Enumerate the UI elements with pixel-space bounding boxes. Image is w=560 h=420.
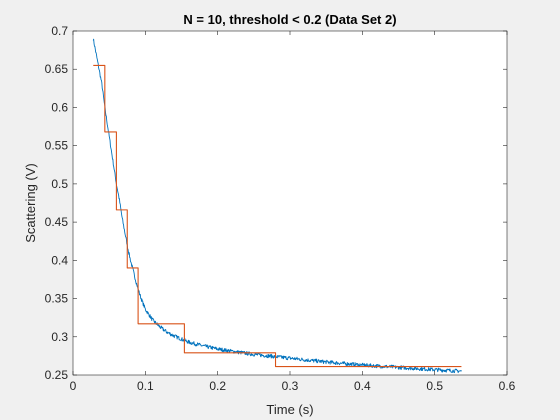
y-tick-label: 0.35 xyxy=(45,292,69,306)
y-tick-label: 0.4 xyxy=(51,253,68,267)
x-tick-label: 0.1 xyxy=(137,379,154,393)
x-tick-label: 0.6 xyxy=(499,379,516,393)
chart-title: N = 10, threshold < 0.2 (Data Set 2) xyxy=(183,12,396,27)
ticks-layer: 0 0.1 0.2 0.3 0.4 0.5 0.6 0.25 0.3 0.35 0.4 0.45 0.5… xyxy=(45,24,516,393)
x-tick-label: 0.2 xyxy=(209,379,226,393)
y-tick-label: 0.45 xyxy=(45,215,69,229)
x-tick-label: 0.5 xyxy=(426,379,443,393)
x-tick-label: 0.4 xyxy=(354,379,371,393)
y-tick-label: 0.55 xyxy=(45,139,69,153)
x-tick-label: 0.3 xyxy=(282,379,299,393)
y-axis-label: Scattering (V) xyxy=(23,163,38,242)
series-layer xyxy=(92,38,462,374)
x-axis-label: Time (s) xyxy=(266,402,313,417)
y-tick-label: 0.25 xyxy=(45,368,69,382)
plot-area xyxy=(73,31,507,375)
y-tick-label: 0.6 xyxy=(51,100,68,114)
y-tick-label: 0.5 xyxy=(51,177,68,191)
series-2-line xyxy=(93,64,462,368)
y-tick-label: 0.65 xyxy=(45,62,69,76)
y-tick-label: 0.3 xyxy=(51,330,68,344)
series-1-line xyxy=(92,38,462,374)
x-tick-label: 0 xyxy=(70,379,77,393)
y-tick-label: 0.7 xyxy=(51,24,68,38)
